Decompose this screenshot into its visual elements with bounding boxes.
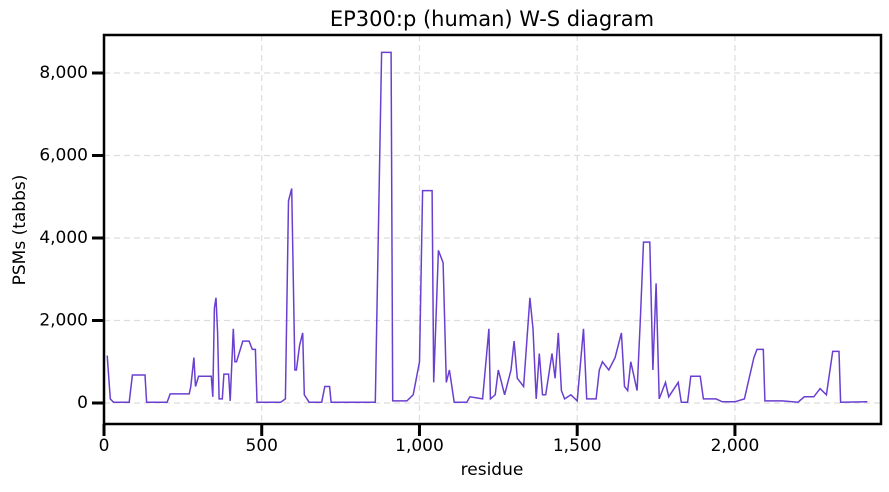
y-tick-label: 8,000 (39, 63, 88, 83)
chart-title: EP300:p (human) W-S diagram (330, 7, 654, 31)
y-tick-label: 6,000 (39, 145, 88, 165)
data-line (106, 51, 868, 403)
plot-frame (102, 33, 883, 426)
x-axis-label: residue (461, 460, 524, 480)
x-tick-label: 2,000 (711, 436, 760, 456)
x-tick-label: 1,000 (395, 436, 444, 456)
x-tick-label: 0 (99, 436, 110, 456)
x-tick-label: 1,500 (553, 436, 602, 456)
y-tick-label: 4,000 (39, 228, 88, 248)
y-tick-label: 0 (77, 393, 88, 413)
y-axis-label: PSMs (tabbs) (10, 175, 30, 286)
x-tick-label: 500 (246, 436, 278, 456)
y-tick-label: 2,000 (39, 311, 88, 331)
